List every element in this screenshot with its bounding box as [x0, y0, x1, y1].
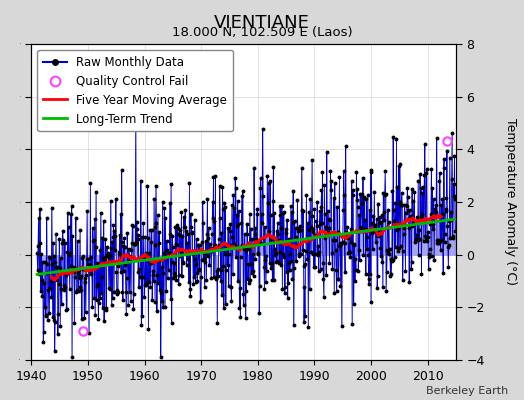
Text: Berkeley Earth: Berkeley Earth: [426, 386, 508, 396]
Text: VIENTIANE: VIENTIANE: [214, 14, 310, 32]
Legend: Raw Monthly Data, Quality Control Fail, Five Year Moving Average, Long-Term Tren: Raw Monthly Data, Quality Control Fail, …: [37, 50, 233, 132]
Text: 18.000 N, 102.509 E (Laos): 18.000 N, 102.509 E (Laos): [172, 26, 352, 39]
Y-axis label: Temperature Anomaly (°C): Temperature Anomaly (°C): [504, 118, 517, 286]
